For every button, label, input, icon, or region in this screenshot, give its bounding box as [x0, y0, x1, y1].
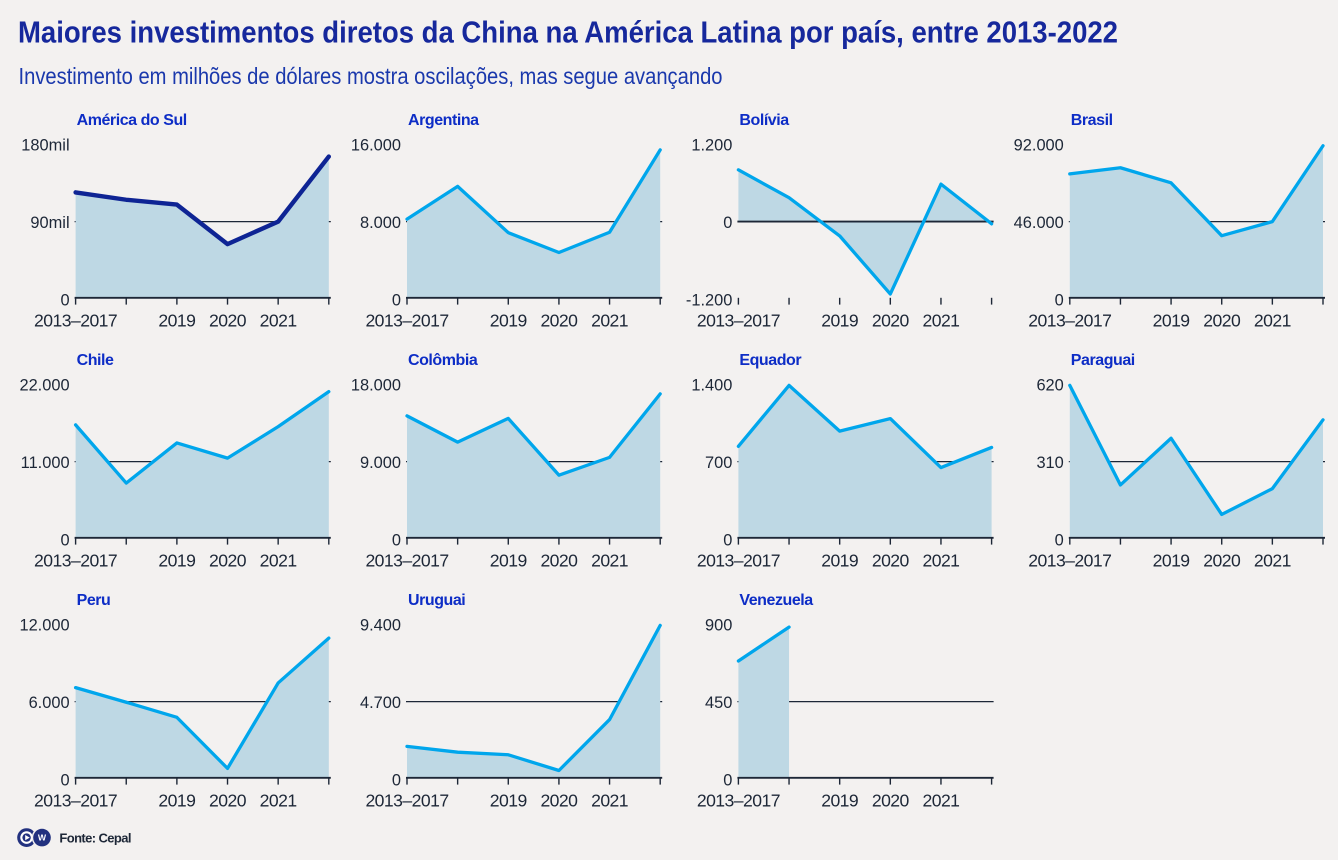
svg-text:2021: 2021: [591, 791, 628, 811]
svg-text:2013–2017: 2013–2017: [365, 311, 448, 331]
svg-text:0: 0: [1055, 531, 1064, 549]
svg-text:0: 0: [60, 291, 69, 309]
svg-text:2019: 2019: [1153, 311, 1190, 331]
svg-text:2019: 2019: [158, 311, 195, 331]
svg-text:16.000: 16.000: [351, 136, 401, 154]
svg-text:9.000: 9.000: [360, 454, 401, 472]
svg-text:900: 900: [705, 616, 732, 634]
svg-text:2019: 2019: [1153, 551, 1190, 571]
svg-text:Equador: Equador: [739, 352, 801, 369]
svg-text:2021: 2021: [1254, 311, 1291, 331]
svg-text:9.400: 9.400: [360, 616, 401, 634]
svg-text:2019: 2019: [821, 551, 858, 571]
svg-text:700: 700: [705, 454, 732, 472]
svg-text:2013–2017: 2013–2017: [1028, 551, 1111, 571]
svg-text:0: 0: [1055, 291, 1064, 309]
svg-text:Fonte: Cepal: Fonte: Cepal: [59, 830, 131, 845]
svg-text:-1.200: -1.200: [686, 291, 732, 309]
svg-text:310: 310: [1036, 454, 1063, 472]
svg-text:92.000: 92.000: [1014, 136, 1064, 154]
svg-text:2021: 2021: [591, 551, 628, 571]
svg-text:90mil: 90mil: [30, 214, 69, 232]
svg-text:1.200: 1.200: [691, 136, 732, 154]
svg-text:0: 0: [723, 771, 732, 789]
svg-text:Colômbia: Colômbia: [408, 352, 478, 369]
svg-text:2019: 2019: [490, 551, 527, 571]
svg-text:2021: 2021: [922, 311, 959, 331]
svg-text:2013–2017: 2013–2017: [1028, 311, 1111, 331]
svg-text:Paraguai: Paraguai: [1071, 352, 1135, 369]
svg-text:2021: 2021: [1254, 551, 1291, 571]
svg-text:2021: 2021: [922, 551, 959, 571]
svg-text:2013–2017: 2013–2017: [34, 311, 117, 331]
svg-text:4.700: 4.700: [360, 694, 401, 712]
svg-text:0: 0: [392, 291, 401, 309]
svg-text:2019: 2019: [158, 551, 195, 571]
svg-text:Argentina: Argentina: [408, 112, 479, 129]
svg-text:Uruguai: Uruguai: [408, 592, 465, 609]
svg-text:Peru: Peru: [77, 592, 111, 609]
svg-text:2013–2017: 2013–2017: [697, 311, 780, 331]
svg-text:2013–2017: 2013–2017: [34, 791, 117, 811]
svg-text:2013–2017: 2013–2017: [34, 551, 117, 571]
svg-text:6.000: 6.000: [29, 694, 70, 712]
svg-text:Investimento em milhões de dól: Investimento em milhões de dólares mostr…: [19, 63, 723, 89]
svg-text:2021: 2021: [922, 791, 959, 811]
svg-text:11.000: 11.000: [21, 454, 70, 472]
svg-text:Brasil: Brasil: [1071, 112, 1113, 129]
svg-text:2019: 2019: [821, 791, 858, 811]
svg-text:2020: 2020: [209, 311, 247, 331]
svg-text:2020: 2020: [540, 791, 578, 811]
svg-text:2020: 2020: [1203, 311, 1241, 331]
svg-text:2020: 2020: [209, 551, 247, 571]
svg-text:2013–2017: 2013–2017: [697, 551, 780, 571]
svg-text:Maiores investimentos diretos: Maiores investimentos diretos da China n…: [18, 15, 1118, 49]
svg-text:2020: 2020: [540, 551, 578, 571]
svg-text:180mil: 180mil: [21, 136, 69, 154]
svg-text:1.400: 1.400: [691, 376, 732, 394]
svg-text:2020: 2020: [1203, 551, 1241, 571]
svg-text:2013–2017: 2013–2017: [697, 791, 780, 811]
svg-text:2020: 2020: [540, 311, 578, 331]
svg-text:2020: 2020: [209, 791, 247, 811]
svg-text:Bolívia: Bolívia: [739, 112, 789, 129]
svg-text:2020: 2020: [872, 791, 910, 811]
svg-text:Chile: Chile: [77, 352, 114, 369]
svg-text:0: 0: [60, 771, 69, 789]
svg-text:18.000: 18.000: [351, 376, 401, 394]
svg-text:2019: 2019: [490, 791, 527, 811]
svg-text:2020: 2020: [872, 311, 910, 331]
svg-text:0: 0: [60, 531, 69, 549]
svg-text:2019: 2019: [490, 311, 527, 331]
svg-text:W: W: [38, 833, 47, 843]
svg-text:450: 450: [705, 694, 732, 712]
svg-text:2021: 2021: [260, 791, 297, 811]
svg-text:46.000: 46.000: [1014, 214, 1064, 232]
svg-text:2019: 2019: [158, 791, 195, 811]
svg-text:2021: 2021: [260, 311, 297, 331]
svg-text:2013–2017: 2013–2017: [365, 551, 448, 571]
svg-text:22.000: 22.000: [19, 376, 69, 394]
svg-text:2021: 2021: [591, 311, 628, 331]
svg-text:0: 0: [723, 531, 732, 549]
svg-text:2019: 2019: [821, 311, 858, 331]
svg-text:0: 0: [723, 214, 732, 232]
svg-text:8.000: 8.000: [360, 214, 401, 232]
svg-text:2021: 2021: [260, 551, 297, 571]
svg-text:0: 0: [392, 531, 401, 549]
svg-text:620: 620: [1036, 376, 1063, 394]
svg-text:12.000: 12.000: [19, 616, 69, 634]
svg-text:0: 0: [392, 771, 401, 789]
svg-text:2020: 2020: [872, 551, 910, 571]
svg-text:2013–2017: 2013–2017: [365, 791, 448, 811]
svg-text:América do Sul: América do Sul: [77, 112, 187, 129]
svg-text:Venezuela: Venezuela: [739, 592, 813, 609]
